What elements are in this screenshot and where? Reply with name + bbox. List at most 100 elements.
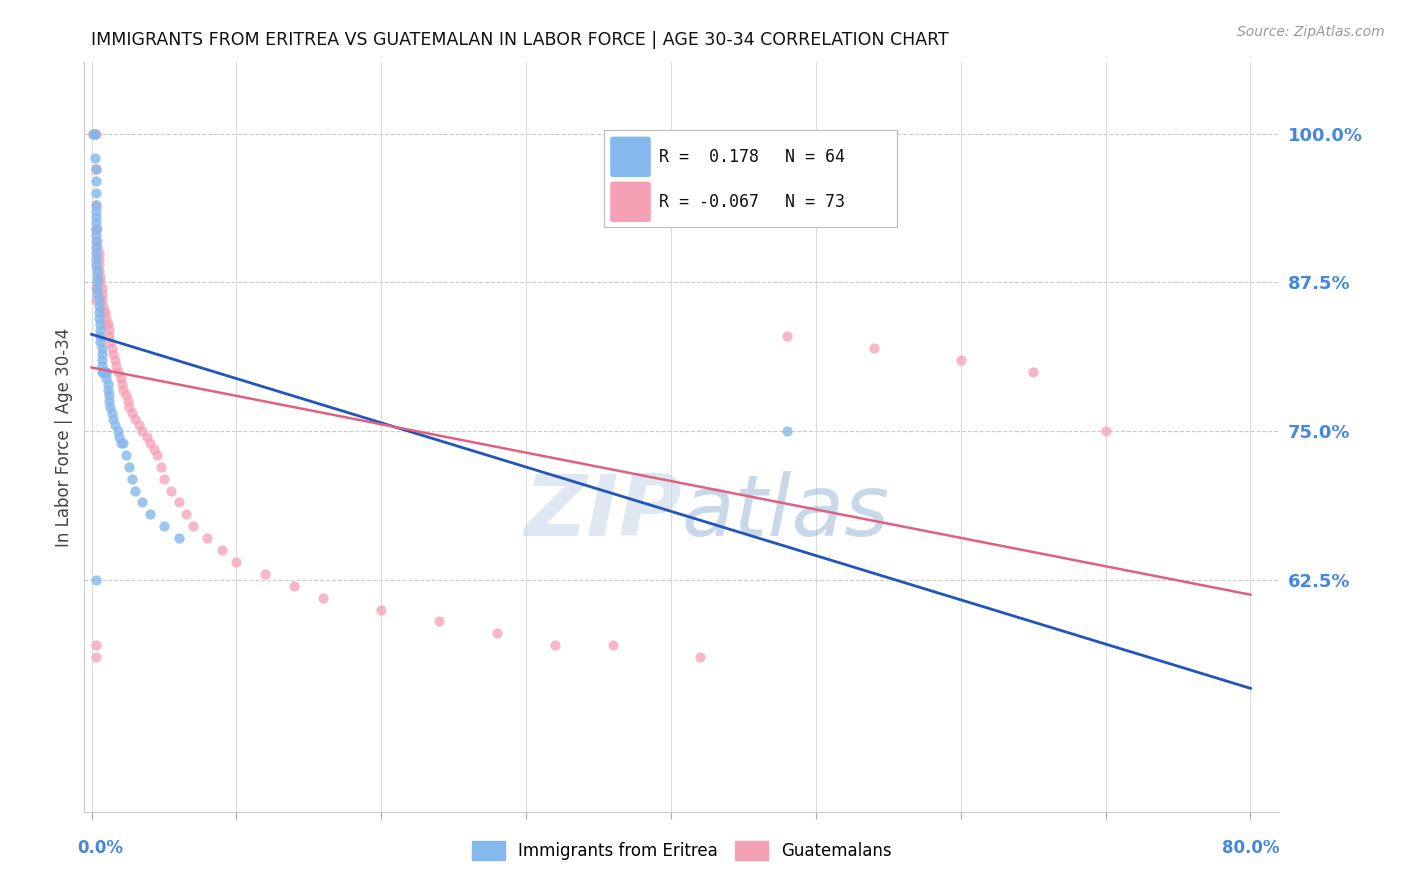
Point xyxy=(108,430,131,444)
Point xyxy=(84,650,107,665)
Point xyxy=(174,508,197,522)
Point xyxy=(104,418,127,433)
Point xyxy=(115,448,138,462)
Point xyxy=(84,240,107,254)
Point xyxy=(863,341,886,355)
Point xyxy=(118,401,141,415)
Point xyxy=(93,305,115,319)
Point xyxy=(197,531,219,545)
Point xyxy=(94,370,117,384)
Point xyxy=(84,573,107,587)
Point xyxy=(86,222,108,236)
Point xyxy=(84,258,107,272)
Point xyxy=(84,216,107,230)
Point xyxy=(84,204,107,219)
Point xyxy=(117,394,139,409)
Point xyxy=(949,352,972,367)
Point xyxy=(83,151,105,165)
Point xyxy=(84,198,107,212)
Point xyxy=(181,519,204,533)
Point xyxy=(86,263,108,277)
Point xyxy=(91,299,114,313)
Point xyxy=(94,365,117,379)
Point xyxy=(86,234,108,248)
Point xyxy=(153,519,176,533)
Point xyxy=(84,252,107,266)
Text: IMMIGRANTS FROM ERITREA VS GUATEMALAN IN LABOR FORCE | AGE 30-34 CORRELATION CHA: IMMIGRANTS FROM ERITREA VS GUATEMALAN IN… xyxy=(91,31,949,49)
Point xyxy=(86,269,108,284)
Point xyxy=(101,406,124,420)
Text: atlas: atlas xyxy=(682,470,890,554)
Point xyxy=(94,311,117,326)
Text: ZIP: ZIP xyxy=(524,470,682,554)
Point xyxy=(103,412,125,426)
Point xyxy=(211,543,233,558)
Point xyxy=(84,127,107,141)
Point xyxy=(84,245,107,260)
Point xyxy=(87,305,110,319)
Point xyxy=(84,222,107,236)
Point xyxy=(83,127,105,141)
Point xyxy=(111,376,134,391)
Point xyxy=(93,365,115,379)
Point xyxy=(87,252,110,266)
Point xyxy=(96,317,118,331)
Point xyxy=(84,162,107,177)
Point xyxy=(86,276,108,290)
Point xyxy=(98,388,121,402)
Point xyxy=(124,483,146,498)
Point xyxy=(83,127,105,141)
Point xyxy=(118,459,141,474)
Point xyxy=(86,287,108,301)
Point xyxy=(100,401,122,415)
Point xyxy=(225,555,247,569)
Point xyxy=(86,240,108,254)
Point xyxy=(103,347,125,361)
Point xyxy=(84,186,107,201)
Point xyxy=(107,365,129,379)
Point xyxy=(93,365,115,379)
Point xyxy=(1022,365,1045,379)
Point xyxy=(87,311,110,326)
Point xyxy=(86,281,108,295)
Text: R =  0.178: R = 0.178 xyxy=(659,148,759,166)
Point xyxy=(98,329,121,343)
Point xyxy=(121,472,143,486)
Point xyxy=(160,483,183,498)
Text: N = 64: N = 64 xyxy=(785,148,845,166)
Point xyxy=(150,459,173,474)
Point xyxy=(91,365,114,379)
Point xyxy=(91,305,114,319)
Point xyxy=(84,210,107,224)
Point xyxy=(87,299,110,313)
Point xyxy=(138,436,160,450)
FancyBboxPatch shape xyxy=(605,130,897,227)
Point xyxy=(96,376,118,391)
Point xyxy=(312,591,335,605)
Point xyxy=(87,293,110,308)
Legend: Immigrants from Eritrea, Guatemalans: Immigrants from Eritrea, Guatemalans xyxy=(465,835,898,867)
FancyBboxPatch shape xyxy=(610,182,651,222)
Point xyxy=(105,359,128,373)
Point xyxy=(427,615,450,629)
Point xyxy=(90,347,112,361)
Text: R = -0.067: R = -0.067 xyxy=(659,193,759,211)
Point xyxy=(87,263,110,277)
FancyBboxPatch shape xyxy=(610,136,651,178)
Point xyxy=(84,293,107,308)
Point xyxy=(84,638,107,652)
Point xyxy=(91,365,114,379)
Point xyxy=(84,227,107,242)
Point xyxy=(131,424,153,438)
Point xyxy=(283,579,305,593)
Point xyxy=(84,198,107,212)
Point xyxy=(90,352,112,367)
Point xyxy=(104,352,127,367)
Point xyxy=(115,388,138,402)
Point xyxy=(689,650,711,665)
Point xyxy=(82,127,104,141)
Point xyxy=(98,394,121,409)
Point xyxy=(90,281,112,295)
Text: 0.0%: 0.0% xyxy=(77,839,124,857)
Point xyxy=(89,317,111,331)
